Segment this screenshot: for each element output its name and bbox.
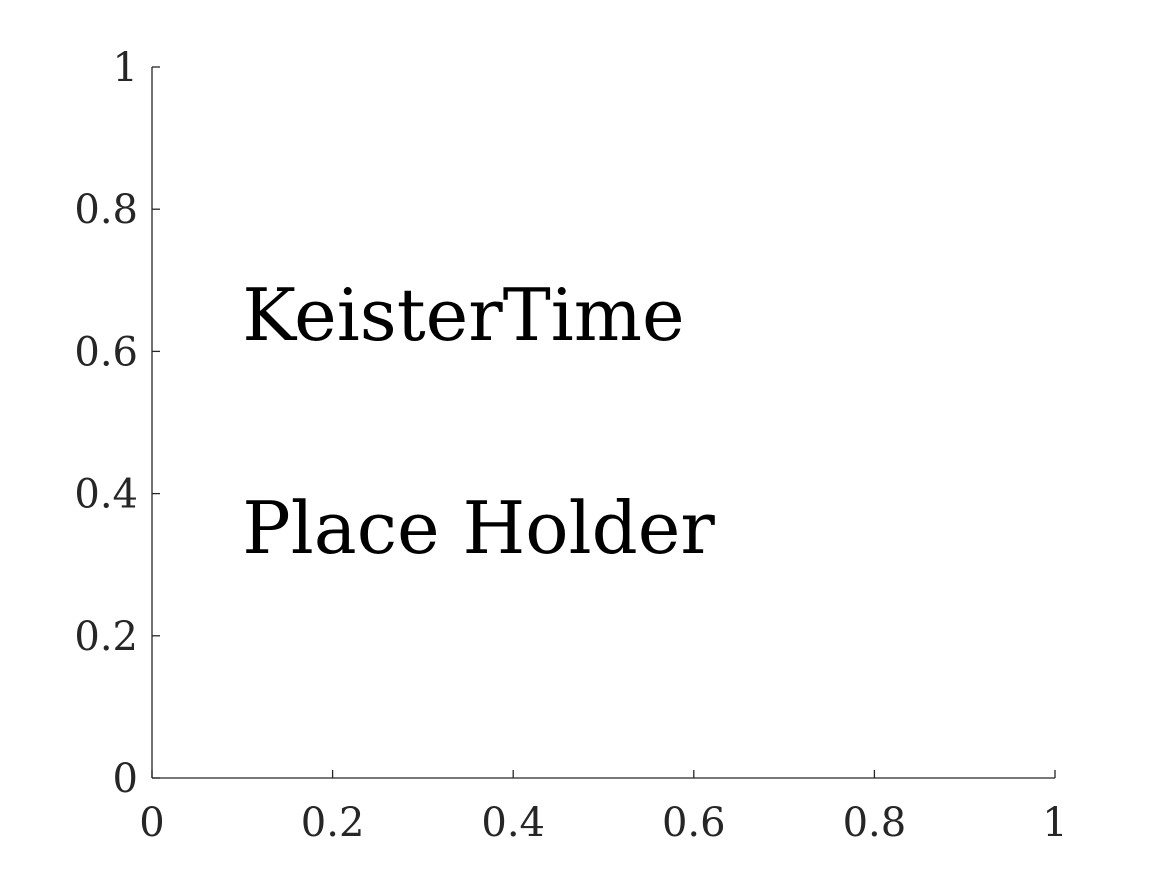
axes: 0 0.2 0.4 0.6 0.8 1 0 0.2 0.4 0.6 0.8 1 [74, 45, 1067, 846]
x-tick-label: 0.8 [843, 800, 907, 846]
annotation-text: Place Holder [242, 486, 715, 570]
y-tick-label: 0.8 [74, 187, 138, 233]
annotation-text: KeisterTime [242, 273, 684, 357]
x-tick-label: 0.6 [662, 800, 726, 846]
x-tick-label: 0 [139, 800, 164, 846]
y-tick-label: 1 [113, 45, 138, 91]
x-tick-label: 0.2 [301, 800, 365, 846]
y-tick-label: 0.2 [74, 614, 138, 660]
x-tick-label: 0.4 [481, 800, 545, 846]
y-tick-label: 0.6 [74, 329, 138, 375]
x-tick-label: 1 [1042, 800, 1067, 846]
annotations: KeisterTime Place Holder [242, 273, 715, 570]
y-tick-label: 0.4 [74, 472, 138, 518]
y-tick-label: 0 [113, 756, 138, 802]
